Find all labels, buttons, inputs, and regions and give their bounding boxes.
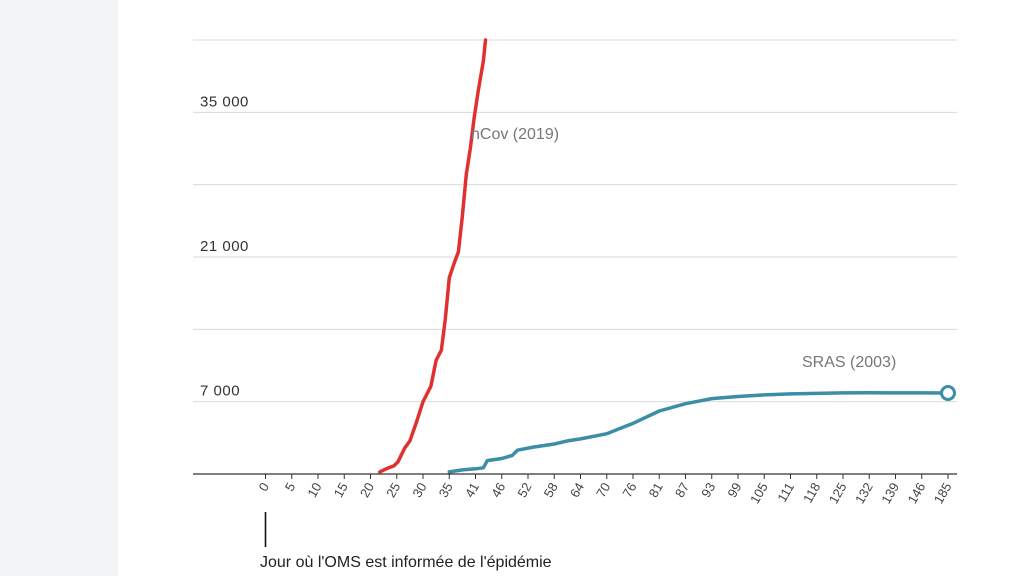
x-tick-label: 76 [619,480,639,500]
x-axis: 0 5 10 15 20 25 30 35 41 46 52 58 64 70 76 81 87 93 99 105 1… [193,473,957,506]
x-tick-label: 30 [409,480,429,500]
x-tick-label: 52 [514,480,534,500]
x-tick-label: 105 [747,480,771,506]
y-tick-label: 7 000 [200,383,240,400]
x-tick-label: 15 [331,480,351,500]
series-layer [377,38,956,474]
x-tick-label: 10 [304,480,324,500]
x-tick-label: 93 [698,480,718,500]
x-tick-label: 41 [462,480,482,500]
series-line-ncov [377,38,488,474]
x-tick-label: 70 [593,480,613,500]
x-tick-label: 81 [646,480,666,500]
y-tick-label: 21 000 [200,238,249,255]
y-axis-labels: 7 000 21 000 35 000 [200,93,249,400]
x-tick-label: 58 [541,480,561,500]
x-tick-label: 46 [488,480,508,500]
x-tick-label: 111 [774,480,797,505]
y-tick-label: 35 000 [200,93,249,110]
who-informed-annotation: Jour où l'OMS est informée de l'épidémie [260,554,552,571]
x-tick-label: 146 [905,480,929,506]
x-tick-label: 118 [800,480,823,505]
x-tick-label: 20 [357,480,377,500]
x-tick-label: 139 [878,480,902,506]
x-tick-label: 35 [436,480,456,500]
x-tick-label: 5 [282,480,299,494]
sras-end-marker [940,384,956,401]
x-tick-label: 132 [852,480,876,506]
series-line-sras [447,391,950,474]
x-tick-label: 125 [826,480,850,506]
x-tick-label: 64 [567,480,587,500]
x-tick-label: 185 [931,480,955,506]
x-tick-label: 87 [672,480,692,500]
grid-layer [193,39,957,403]
x-tick-label: 0 [255,480,272,494]
x-tick-label: 99 [724,480,744,500]
left-sidebar-panel [0,0,118,576]
series-label-sras: SRAS (2003) [802,354,896,371]
x-tick-label: 25 [383,480,403,500]
series-label-ncov: nCov (2019) [471,126,559,143]
